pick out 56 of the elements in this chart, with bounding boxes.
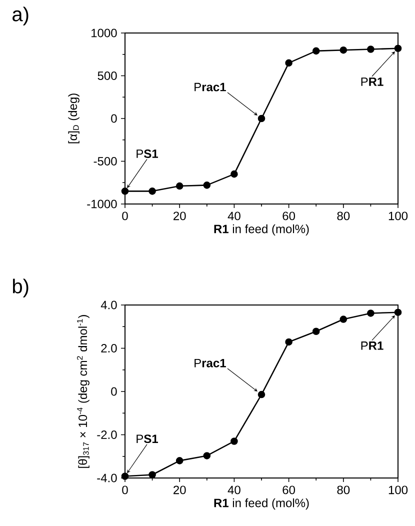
point bbox=[148, 471, 156, 478]
y-tick-label: 0 bbox=[111, 387, 117, 396]
point bbox=[367, 310, 374, 317]
point bbox=[203, 452, 211, 460]
point bbox=[258, 390, 266, 398]
x-tick-label: 40 bbox=[228, 212, 240, 220]
point bbox=[203, 182, 211, 189]
point bbox=[148, 188, 156, 195]
point bbox=[121, 472, 129, 480]
point bbox=[312, 47, 320, 55]
x-tick-label: 0 bbox=[122, 212, 128, 220]
x-tick-label: 100 bbox=[388, 212, 408, 220]
y-tick-label: 1000 bbox=[92, 28, 117, 38]
point bbox=[285, 59, 292, 67]
y-tick-label: 2.0 bbox=[101, 344, 117, 352]
annotation: PS1 bbox=[136, 434, 158, 444]
y-tick-label: 500 bbox=[98, 72, 117, 80]
y-tick-label: 0 bbox=[111, 114, 117, 123]
y-tick-label: -2.0 bbox=[97, 430, 117, 439]
y-axis-title: [α]$_{D}$ (deg) bbox=[68, 94, 80, 144]
y-tick-label: -500 bbox=[94, 157, 117, 166]
point bbox=[230, 438, 238, 445]
y-tick-label: -4.0 bbox=[97, 474, 117, 482]
x-tick-label: 60 bbox=[282, 486, 296, 494]
x-axis-title: R1 in feed (mol%) bbox=[214, 498, 309, 510]
annotation: Prac1 bbox=[194, 82, 226, 92]
annotation: PR1 bbox=[361, 78, 384, 86]
x-axis-title: R1 in feed (mol%) bbox=[214, 224, 309, 236]
point bbox=[121, 188, 129, 195]
x-tick-label: 60 bbox=[282, 212, 296, 220]
point bbox=[230, 170, 238, 178]
point bbox=[367, 46, 374, 53]
x-tick-label: 20 bbox=[174, 212, 186, 220]
chart-title: b) bbox=[12, 278, 28, 298]
point bbox=[258, 114, 266, 122]
point bbox=[285, 338, 292, 346]
x-tick-label: 40 bbox=[228, 486, 240, 494]
point bbox=[394, 44, 402, 52]
annotation: PS1 bbox=[136, 149, 158, 158]
text: [θ]$_{317}$ × 10$^{-4}$ (deg cm$^{2}$ dmol$^{-1}$) bbox=[76, 315, 90, 468]
point bbox=[312, 328, 320, 336]
chart-title: a) bbox=[12, 6, 28, 26]
point bbox=[176, 457, 184, 464]
x-tick-label: 100 bbox=[388, 486, 408, 494]
x-tick-label: 20 bbox=[174, 486, 186, 494]
annotation: PR1 bbox=[361, 342, 384, 350]
y-tick-label: -1000 bbox=[87, 200, 117, 208]
y-tick-label: 4.0 bbox=[100, 300, 117, 310]
point bbox=[394, 308, 402, 316]
x-tick-label: 80 bbox=[337, 212, 350, 220]
point bbox=[340, 316, 348, 323]
x-tick-label: 80 bbox=[337, 486, 350, 494]
x-tick-label: 0 bbox=[122, 486, 128, 494]
point bbox=[176, 182, 184, 190]
annotation: Prac1 bbox=[194, 358, 226, 368]
point bbox=[340, 46, 348, 54]
